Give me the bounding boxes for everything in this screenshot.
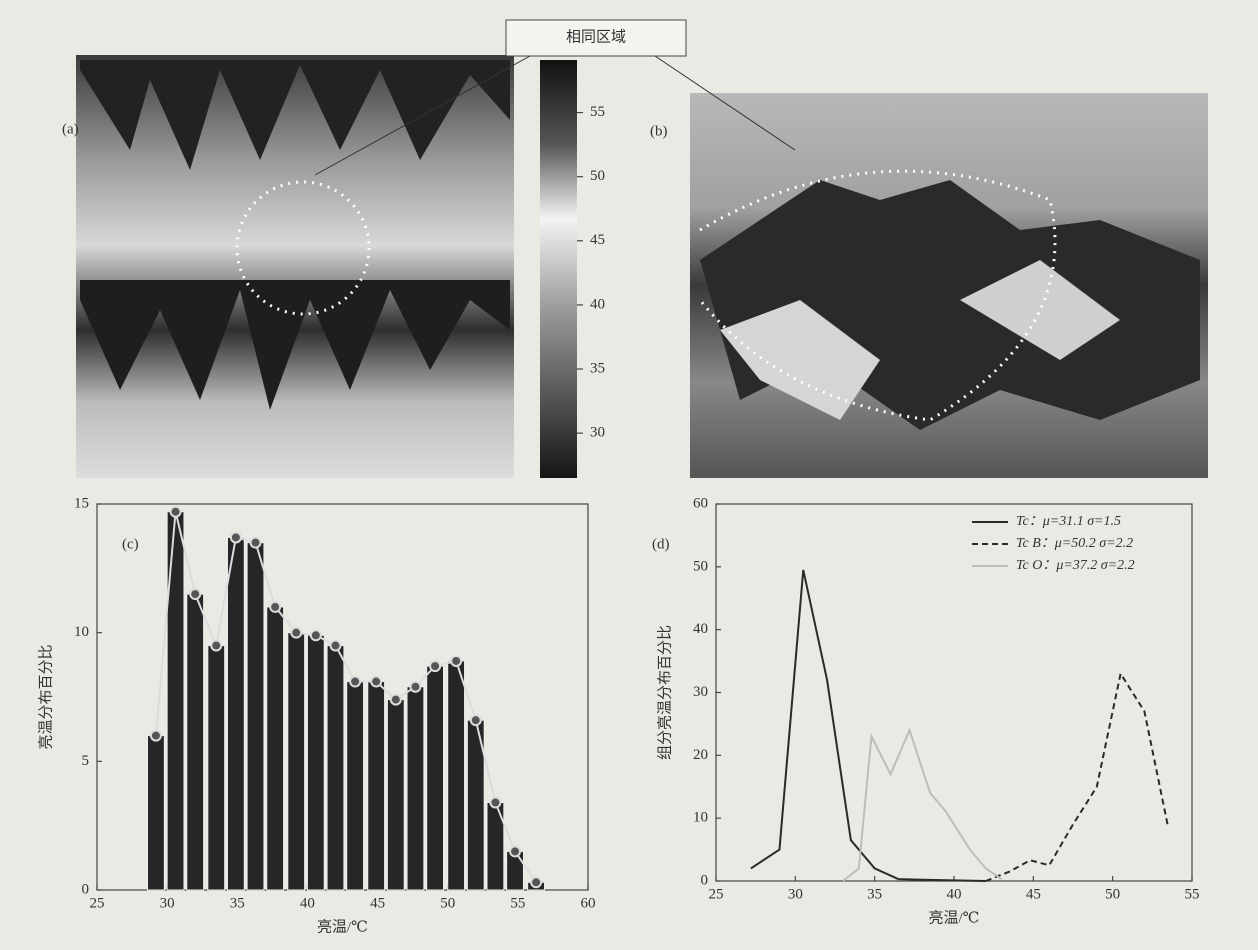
bar [287, 632, 306, 891]
colorbar-tick-label: 50 [590, 168, 605, 184]
y-tick-label: 40 [693, 621, 708, 637]
y-tick-label: 10 [693, 810, 708, 826]
bar [406, 686, 425, 891]
y-tick-label: 0 [82, 881, 90, 897]
colorbar [540, 60, 577, 478]
colorbar-tick-label: 35 [590, 360, 605, 376]
series-line [750, 569, 986, 882]
x-tick-label: 45 [1026, 886, 1041, 902]
x-tick-label: 50 [440, 895, 455, 911]
pointer [314, 55, 531, 176]
pointer [654, 55, 796, 151]
annotation-box [505, 19, 687, 57]
bar [306, 634, 325, 891]
x-tick-label: 35 [867, 886, 882, 902]
panel-label: (c) [122, 536, 139, 552]
y-tick-label: 5 [82, 753, 90, 769]
bar [386, 699, 405, 891]
annotation: 相同区域 [566, 28, 626, 45]
series-line [842, 727, 1003, 882]
y-axis-label: 组分亮温分布百分比 [656, 625, 673, 760]
point [489, 796, 502, 809]
x-tick-label: 25 [709, 886, 724, 902]
point [149, 729, 162, 742]
point [450, 654, 463, 667]
point [290, 626, 303, 639]
point [370, 675, 383, 688]
y-axis-label: 亮温分布百分比 [37, 644, 54, 749]
x-tick-label: 55 [510, 895, 525, 911]
x-tick-label: 25 [90, 895, 105, 911]
point [409, 680, 422, 693]
point [269, 600, 282, 613]
y-tick-label: 20 [693, 747, 708, 763]
x-tick-label: 45 [370, 895, 385, 911]
x-tick-label: 35 [230, 895, 245, 911]
image-b [690, 93, 1208, 478]
point [509, 845, 522, 858]
point [329, 639, 342, 652]
bar [426, 665, 445, 891]
y-tick-label: 10 [74, 624, 89, 640]
x-tick-label: 50 [1105, 886, 1120, 902]
bar [207, 645, 226, 891]
bar [326, 645, 345, 891]
bar [147, 735, 165, 891]
point [469, 714, 482, 727]
panel-label: (d) [652, 536, 670, 552]
colorbar-tick-label: 40 [590, 296, 605, 312]
point [229, 531, 242, 544]
colorbar-tick-label: 45 [590, 232, 605, 248]
x-axis-label: 亮温/℃ [929, 909, 980, 926]
point [189, 588, 202, 601]
bar [266, 606, 285, 891]
y-tick-label: 15 [74, 495, 89, 511]
bar [367, 681, 386, 891]
panel-label: (b) [650, 123, 668, 139]
x-tick-label: 55 [1185, 886, 1200, 902]
legend-label: Tc O：μ=37.2 σ=2.2 [1016, 558, 1135, 573]
legend-label: Tc：μ=31.1 σ=1.5 [1016, 514, 1121, 529]
bar [246, 542, 265, 891]
point [349, 675, 362, 688]
image-a [76, 55, 514, 478]
bar [447, 660, 466, 891]
x-axis-label: 亮温/℃ [317, 918, 368, 935]
y-tick-label: 30 [693, 684, 708, 700]
point [309, 629, 322, 642]
point [530, 876, 543, 889]
series-line [985, 671, 1170, 882]
panel-label: (a) [62, 121, 79, 137]
bar [346, 681, 365, 891]
point [429, 660, 442, 673]
x-tick-label: 40 [947, 886, 962, 902]
point [249, 536, 262, 549]
colorbar-tick-label: 55 [590, 104, 605, 120]
trend-line [154, 511, 537, 883]
x-tick-label: 40 [300, 895, 315, 911]
x-tick-label: 30 [788, 886, 803, 902]
bar [186, 593, 205, 891]
bar [226, 536, 245, 891]
y-tick-label: 50 [693, 558, 708, 574]
y-tick-label: 0 [701, 872, 709, 888]
x-tick-label: 30 [160, 895, 175, 911]
point [169, 505, 182, 518]
colorbar-tick-label: 30 [590, 425, 605, 441]
x-tick-label: 60 [581, 895, 596, 911]
legend-label: Tc B：μ=50.2 σ=2.2 [1016, 536, 1133, 551]
point [210, 639, 223, 652]
point [389, 693, 402, 706]
y-tick-label: 60 [693, 495, 708, 511]
